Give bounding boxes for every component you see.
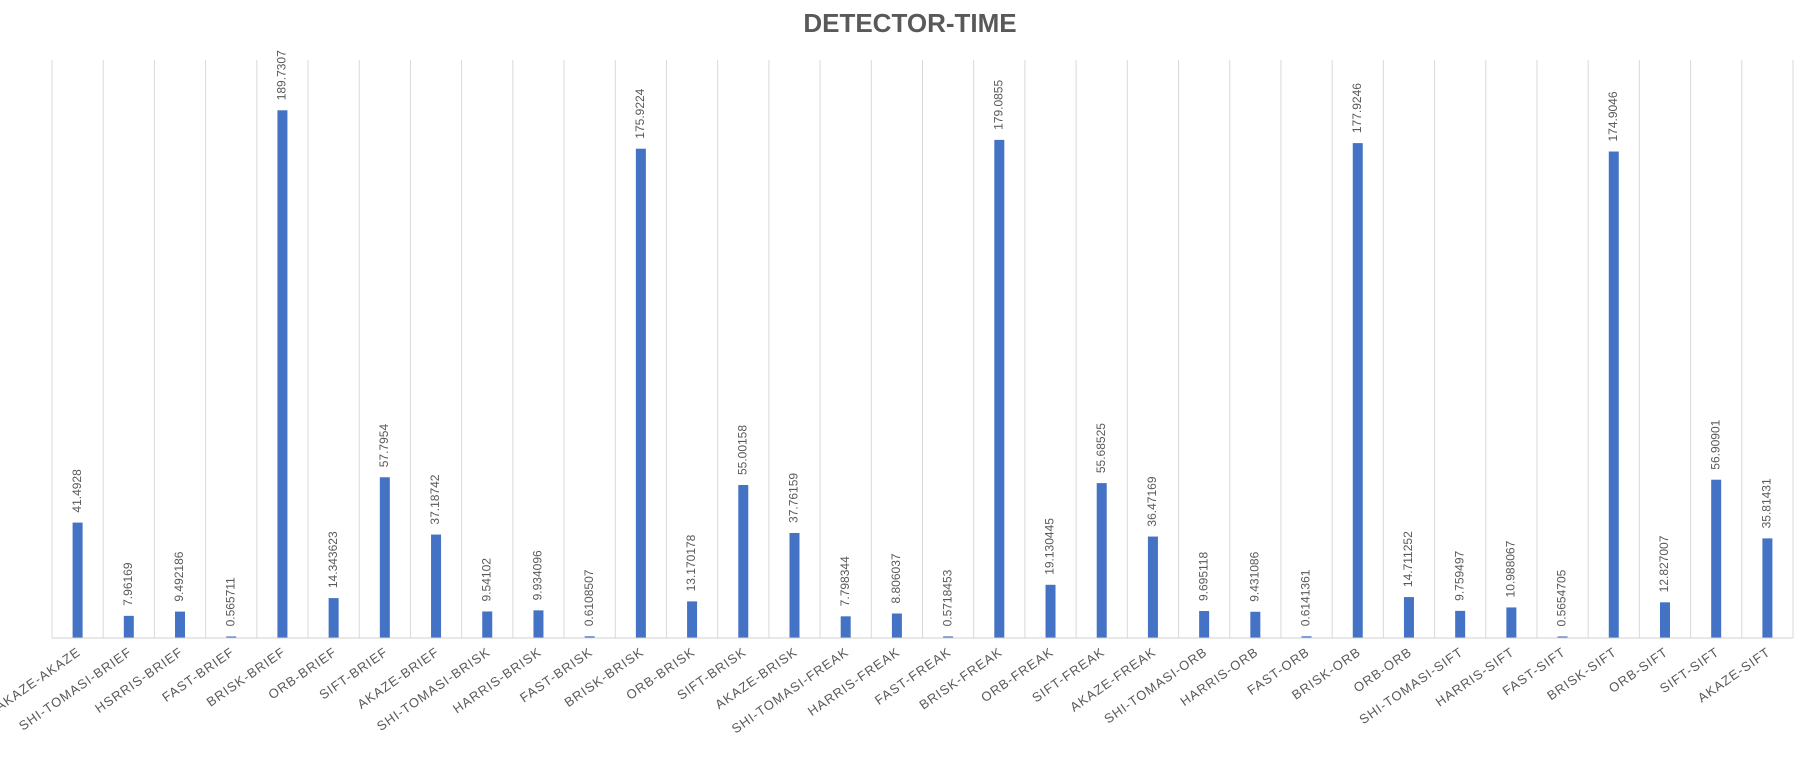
bar — [379, 477, 390, 638]
bar — [840, 616, 851, 638]
bar — [1711, 479, 1722, 638]
bar — [687, 601, 698, 638]
data-label: 55.00158 — [735, 425, 749, 475]
bar — [1608, 151, 1619, 638]
bar — [1659, 602, 1670, 638]
bar — [226, 636, 237, 638]
bar — [994, 139, 1005, 638]
bar — [1352, 143, 1363, 638]
data-label: 0.5654705 — [1555, 569, 1569, 626]
data-label: 55.68525 — [1094, 423, 1108, 473]
bar — [1147, 536, 1158, 638]
bar — [891, 613, 902, 638]
bars — [72, 110, 1773, 639]
bar — [277, 110, 288, 638]
bar — [1250, 611, 1261, 638]
data-label: 57.7954 — [377, 424, 391, 468]
data-label: 177.9246 — [1350, 83, 1364, 133]
bar — [1199, 611, 1210, 638]
bar — [123, 615, 134, 638]
data-label: 9.759497 — [1452, 550, 1466, 600]
data-label: 9.492186 — [172, 551, 186, 601]
data-label: 37.76159 — [787, 473, 801, 523]
bar — [533, 610, 544, 638]
bar — [738, 485, 749, 638]
bar — [431, 534, 442, 638]
data-label: 8.806037 — [889, 553, 903, 603]
bar — [1762, 538, 1773, 638]
data-labels: 41.4928 7.96169 9.492186 0.565711 189.7307 14… — [70, 50, 1774, 627]
data-label: 9.695118 — [1196, 552, 1210, 601]
bar — [72, 522, 83, 638]
bar — [175, 611, 186, 638]
data-label: 37.18742 — [428, 474, 442, 524]
bar — [1096, 483, 1107, 638]
bar — [1455, 610, 1466, 638]
data-label: 7.96169 — [121, 562, 135, 606]
data-label: 35.81431 — [1760, 478, 1774, 528]
data-label: 0.565711 — [223, 577, 237, 626]
data-label: 189.7307 — [275, 50, 289, 100]
data-label: 13.170178 — [684, 534, 698, 591]
gridlines — [51, 60, 1794, 638]
data-label: 12.827007 — [1657, 535, 1671, 592]
bar — [1506, 607, 1517, 638]
data-label: 0.6141361 — [1299, 569, 1313, 626]
data-label: 41.4928 — [70, 469, 84, 513]
bar — [789, 532, 800, 638]
data-label: 0.6108507 — [582, 569, 596, 626]
data-label: 14.343623 — [326, 531, 340, 588]
chart-title: DETECTOR-TIME — [803, 8, 1016, 38]
data-label: 7.798344 — [838, 556, 852, 606]
data-label: 0.5718453 — [940, 569, 954, 626]
data-label: 56.90901 — [1708, 419, 1722, 469]
bar — [1557, 636, 1568, 638]
data-label: 10.988067 — [1504, 540, 1518, 597]
data-label: 179.0855 — [991, 80, 1005, 130]
bar — [635, 148, 646, 639]
data-label: 19.130445 — [1043, 518, 1057, 575]
data-label: 9.431086 — [1248, 551, 1262, 601]
data-label: 175.9224 — [633, 88, 647, 138]
data-label: 9.54102 — [479, 558, 493, 602]
bar — [1045, 584, 1056, 638]
data-label: 9.934096 — [531, 550, 545, 600]
bar — [943, 636, 954, 638]
bar — [1403, 597, 1414, 638]
bar — [1301, 636, 1312, 638]
data-label: 14.711252 — [1401, 531, 1415, 587]
bar — [328, 598, 339, 638]
data-label: 174.9046 — [1606, 91, 1620, 141]
bar — [584, 636, 595, 638]
data-label: 36.47169 — [1145, 476, 1159, 526]
bar — [482, 611, 493, 638]
